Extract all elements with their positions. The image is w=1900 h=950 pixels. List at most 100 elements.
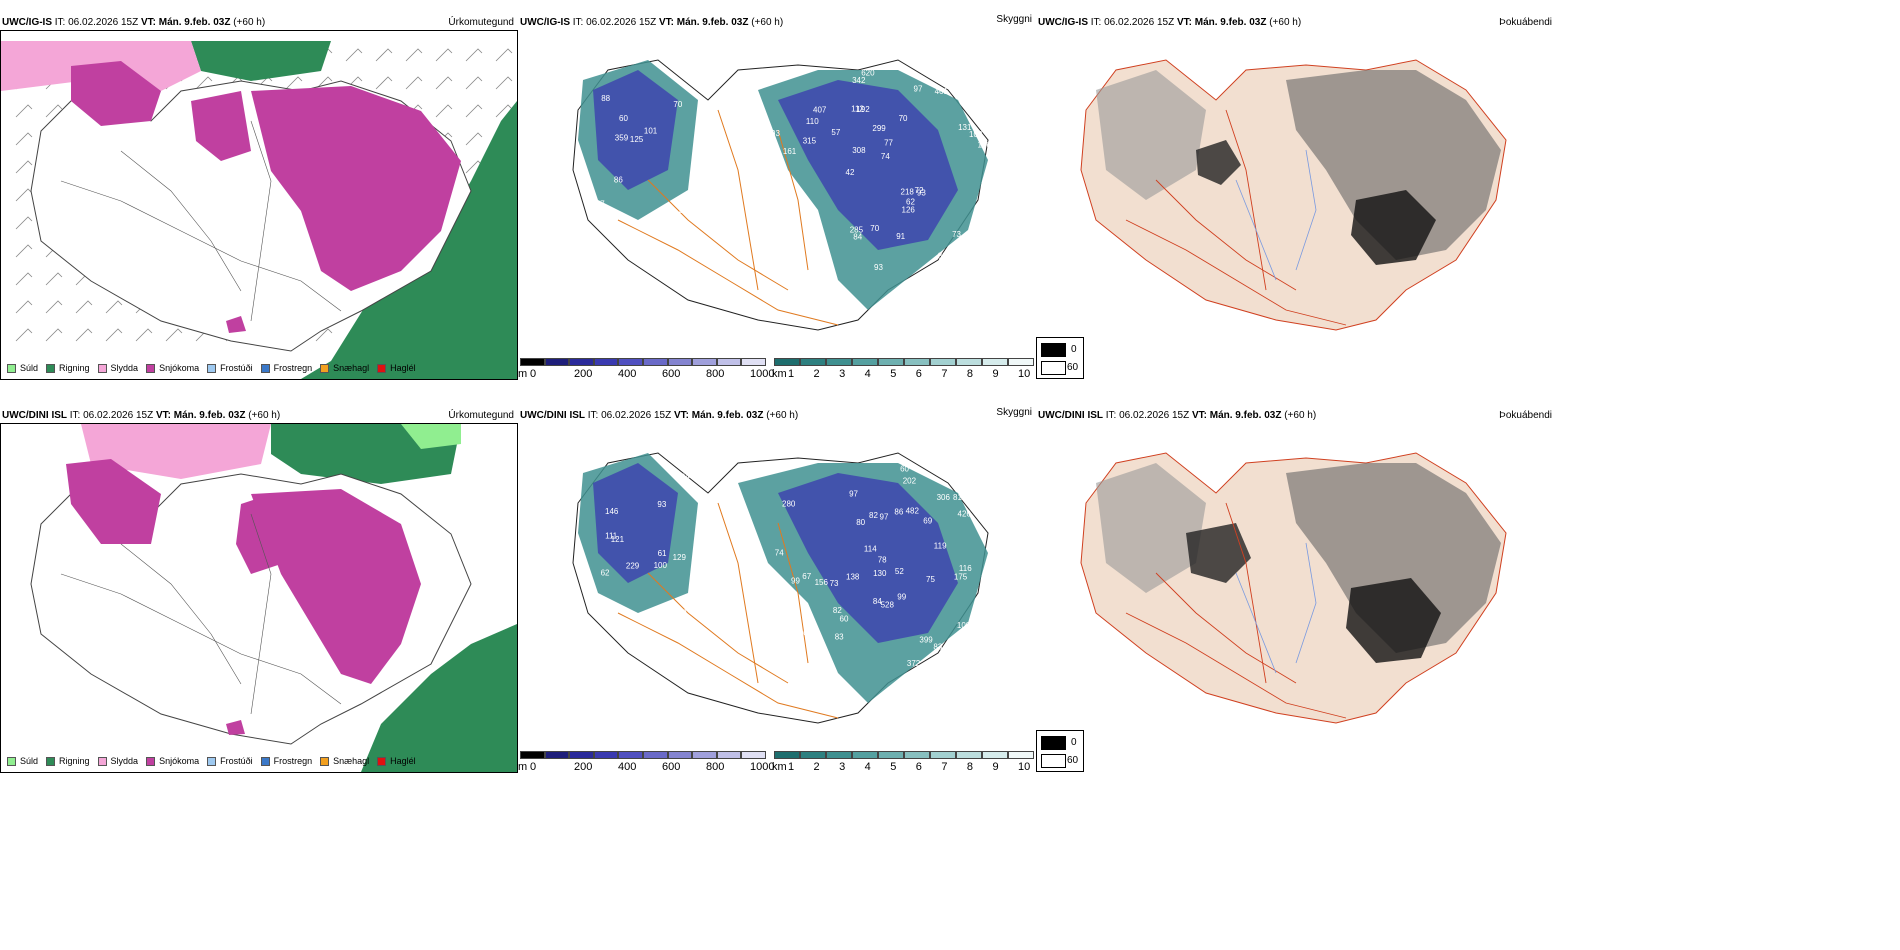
visibility-value-label: 70 bbox=[958, 96, 967, 105]
vt-value: Mán. 9.feb. 03Z bbox=[173, 410, 246, 421]
colorbar-tick-label: 1 bbox=[788, 761, 795, 773]
colorbar-segment bbox=[692, 751, 717, 759]
wind-barb bbox=[495, 104, 513, 118]
legend-swatch bbox=[7, 756, 16, 766]
vt-label: VT: bbox=[673, 410, 689, 421]
visibility-value-label: 116 bbox=[959, 564, 972, 573]
colorbar-segment bbox=[1008, 751, 1034, 759]
colorbar-tick-label: 9 bbox=[992, 761, 999, 773]
legend-label: Súld bbox=[20, 756, 39, 766]
visibility-value-label: 86 bbox=[614, 176, 623, 185]
colorbar-tick-label: 200 bbox=[574, 761, 593, 773]
visibility-value-label: 86 bbox=[894, 507, 903, 516]
colorbar-tick-label: 600 bbox=[662, 368, 681, 380]
legend-label: Snjókoma bbox=[159, 756, 200, 766]
colorbar-segment bbox=[956, 358, 982, 366]
vt-label: VT: bbox=[140, 17, 156, 28]
fog-dark-core bbox=[1346, 578, 1441, 663]
legend-item-snaehagl: Snæhagl bbox=[320, 756, 369, 766]
visibility-value-label: 528 bbox=[881, 600, 895, 609]
visibility-value-label: 121 bbox=[678, 206, 692, 215]
legend-item-frostregn: Frostregn bbox=[260, 363, 312, 373]
colorbar-tick-label: 5 bbox=[890, 368, 897, 380]
panel-visibility-top: UWC/IG-IS IT: 06.02.2026 15Z VT: Mán. 9.… bbox=[518, 12, 1036, 380]
fog-map bbox=[1036, 423, 1556, 773]
legend-item-sudl: Súld bbox=[7, 363, 38, 373]
colorbar-segment bbox=[826, 358, 852, 366]
visibility-value-label: 60 bbox=[619, 114, 628, 123]
vt-value: Mán. 9.feb. 03Z bbox=[1209, 410, 1282, 421]
visibility-value-label: 84 bbox=[873, 597, 882, 606]
colorbar-tick-label: 6 bbox=[915, 368, 922, 380]
visibility-value-label: 60 bbox=[900, 464, 909, 473]
colorbar-tick-label: 0 bbox=[530, 368, 537, 380]
colorbar-tick-label: 3 bbox=[839, 761, 846, 773]
visibility-value-label: 426 bbox=[958, 510, 972, 519]
visibility-value-label: 69 bbox=[923, 517, 932, 526]
visibility-map: 121 161 70 42 70 79 112 299 63 57 97 115 192 77 93 88 34… bbox=[518, 30, 1036, 350]
visibility-value-label: 70 bbox=[899, 114, 908, 123]
visibility-value-label: 97 bbox=[849, 489, 858, 498]
model-name: UWC/IG-IS bbox=[2, 17, 52, 28]
precip-type-legend: Súld Rigning Slydda Snjókoma Frostúði Fr… bbox=[7, 363, 416, 373]
visibility-value-label: 83 bbox=[933, 643, 942, 652]
visibility-value-label: 306 bbox=[937, 493, 951, 502]
visibility-value-label: 299 bbox=[872, 124, 886, 133]
vt-value: Mán. 9.feb. 03Z bbox=[158, 17, 231, 28]
visibility-value-labels-top: 121 161 70 42 70 79 112 299 63 57 97 115 192 77 93 88 34… bbox=[596, 68, 992, 271]
visibility-value-label: 73 bbox=[952, 230, 961, 239]
rain-area bbox=[301, 101, 517, 379]
road-network bbox=[617, 109, 839, 326]
fog-legend: 0 60 bbox=[1036, 337, 1084, 379]
legend-label: Haglél bbox=[390, 756, 416, 766]
visibility-value-label: 83 bbox=[835, 633, 844, 642]
colorbar-tick-label: 4 bbox=[864, 368, 871, 380]
fog-shade-nw bbox=[1096, 70, 1206, 200]
visibility-colorbar: km 1 2 3 4 5 6 7 8 9 10 bbox=[772, 751, 1036, 773]
colorbar-segment bbox=[741, 358, 766, 366]
lead-time: (+60 h) bbox=[751, 17, 784, 28]
colorbar-tick-label: 400 bbox=[618, 761, 637, 773]
visibility-value-label: 91 bbox=[896, 232, 905, 241]
vt-label: VT: bbox=[1176, 17, 1192, 28]
legend-item-slydda: Slydda bbox=[97, 756, 138, 766]
visibility-map-svg: 1726799280100146617369829383609752627578… bbox=[572, 452, 991, 724]
visibility-value-label: 114 bbox=[864, 545, 877, 554]
visibility-value-label: 97 bbox=[880, 513, 889, 522]
field-name: Þokuábendi bbox=[1499, 17, 1552, 28]
legend-label: Haglél bbox=[390, 363, 416, 373]
visibility-value-label: 47 bbox=[791, 637, 800, 646]
visibility-value-label: 42 bbox=[846, 168, 855, 177]
visibility-value-label: 315 bbox=[803, 137, 817, 146]
snow-area-nw bbox=[71, 61, 161, 126]
sleet-area bbox=[81, 424, 271, 479]
colorbar-segment bbox=[741, 751, 766, 759]
roads bbox=[60, 513, 342, 715]
colorbar-segment bbox=[1008, 358, 1034, 366]
wind-barb bbox=[15, 188, 33, 202]
colorbar-segment bbox=[982, 751, 1008, 759]
legend-swatch bbox=[146, 363, 156, 373]
visibility-value-label: 73 bbox=[830, 579, 839, 588]
visibility-value-label: 93 bbox=[657, 500, 666, 509]
model-name: UWC/DINI ISL bbox=[520, 410, 585, 421]
fog-swatch-high bbox=[1041, 754, 1066, 768]
colorbar-segment bbox=[569, 358, 594, 366]
it-value: 06.02.2026 15Z bbox=[601, 410, 672, 421]
colorbar-segment bbox=[930, 358, 956, 366]
snow-area-nw bbox=[66, 459, 161, 544]
vt-label: VT: bbox=[658, 17, 674, 28]
wind-barb bbox=[15, 132, 33, 146]
legend-swatch bbox=[320, 363, 330, 373]
visibility-value-label: 156 bbox=[815, 578, 829, 587]
colorbar-segment bbox=[800, 358, 826, 366]
colorbar-segment bbox=[852, 751, 878, 759]
wind-barb bbox=[465, 132, 483, 146]
model-name: UWC/DINI ISL bbox=[2, 410, 67, 421]
wind-barb bbox=[45, 300, 63, 314]
visibility-value-label: 461 bbox=[935, 87, 949, 96]
colorbar-tick-label: 9 bbox=[992, 368, 999, 380]
model-name: UWC/IG-IS bbox=[1038, 17, 1088, 28]
visibility-value-label: 138 bbox=[846, 573, 860, 582]
visibility-value-label: 99 bbox=[897, 593, 906, 602]
